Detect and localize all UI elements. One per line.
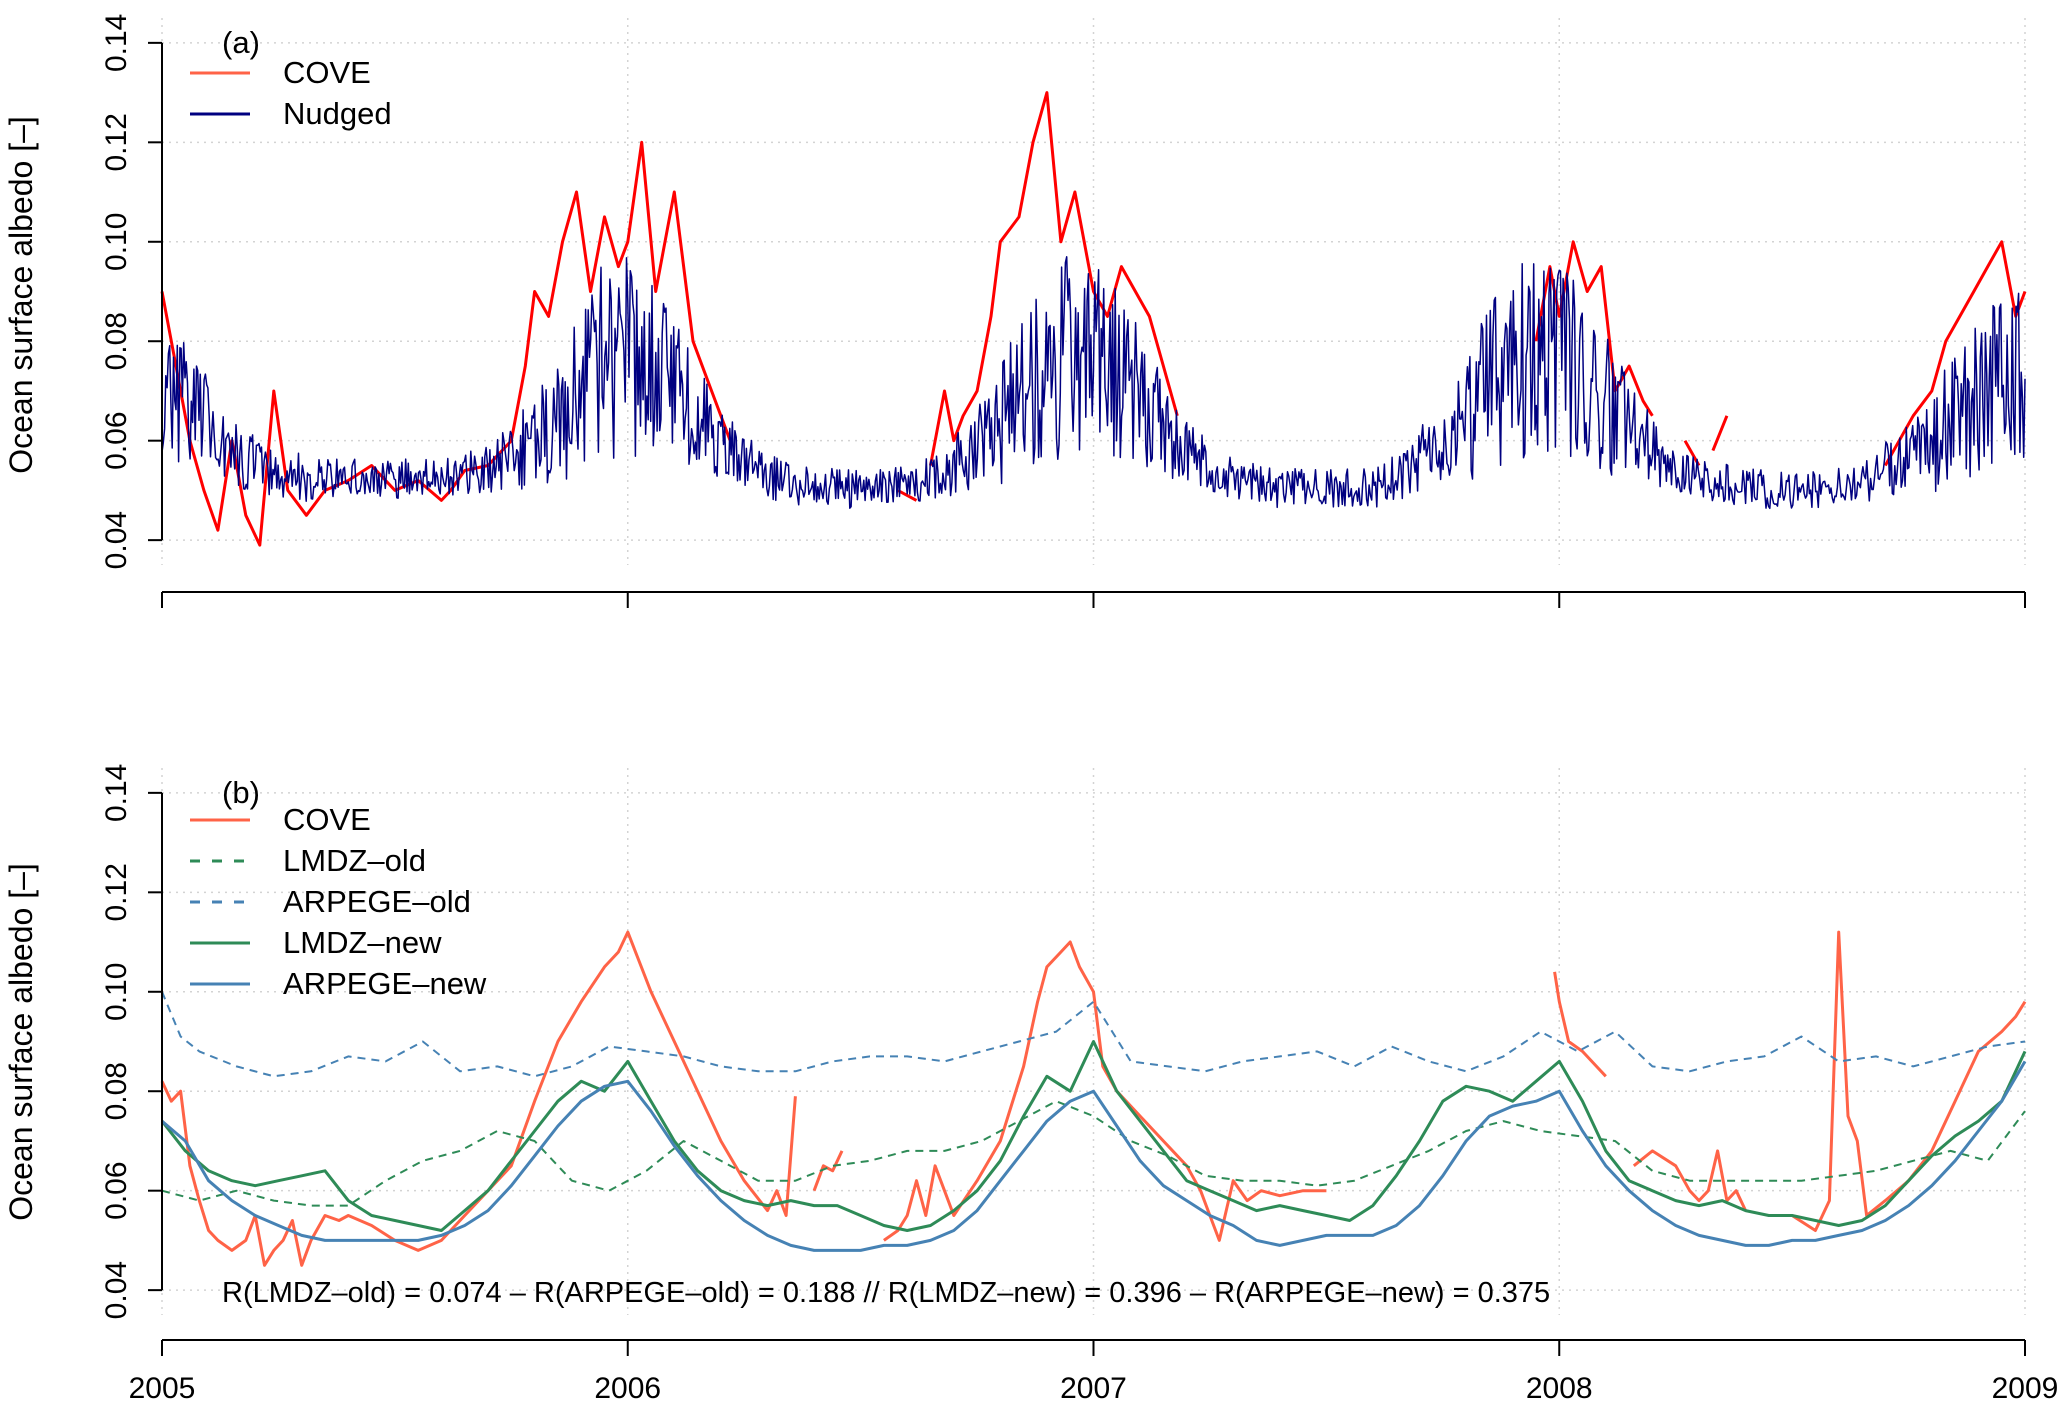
panel-b-y-tick-label: 0.10 <box>100 963 133 1021</box>
panel-b-legend-label: ARPEGE–old <box>283 884 471 919</box>
panel-b-legend: COVE LMDZ–old ARPEGE–old LMDZ–new ARPEGE–new <box>190 802 487 1001</box>
panel-b-y-axis: 0.04 0.06 0.08 0.10 0.12 0.14 <box>100 764 163 1319</box>
panel-a-y-axis-title: Ocean surface albedo [–] <box>3 116 39 474</box>
panel-a-y-axis: 0.04 0.06 0.08 0.10 0.12 0.14 <box>100 14 163 569</box>
panel-b-legend-label: COVE <box>283 802 371 837</box>
panel-a-legend-label: COVE <box>283 55 371 90</box>
panel-b-y-axis-title: Ocean surface albedo [–] <box>3 863 39 1221</box>
panel-b-x-tick-label: 2008 <box>1526 1372 1593 1405</box>
panel-b-y-tick-label: 0.14 <box>100 764 133 822</box>
panel-b-legend-label: LMDZ–new <box>283 925 442 960</box>
panel-a-y-tick-label: 0.04 <box>100 511 133 569</box>
panel-b-x-tick-label: 2005 <box>129 1372 196 1405</box>
panel-a-y-tick-label: 0.10 <box>100 213 133 271</box>
panel-a-series-cove <box>160 91 2027 547</box>
panel-a-label: (a) <box>222 25 260 60</box>
panel-a-series <box>160 91 2027 547</box>
panel-b-series-arpege-old <box>161 991 2026 1078</box>
panel-b-series-lmdz-new <box>160 1040 2027 1232</box>
panel-b-y-tick-label: 0.06 <box>100 1161 133 1219</box>
panel-a-x-axis <box>161 591 2026 608</box>
panel-b: 0.040.060.080.100.120.14 2005 2006 2007 200… <box>3 764 2058 1405</box>
panel-a-legend-label: Nudged <box>283 96 392 131</box>
panel-a-y-tick-label: 0.14 <box>100 14 133 72</box>
panel-a: 0.04 0.06 0.08 0.10 0.12 0.14 Ocean surface a… <box>3 14 2027 608</box>
panel-b-y-tick-label: 0.12 <box>100 863 133 921</box>
panel-a-y-tick-label: 0.06 <box>100 411 133 469</box>
panel-a-legend: COVE Nudged <box>190 55 392 131</box>
panel-b-y-tick-label: 0.08 <box>100 1062 133 1120</box>
panel-b-legend-label: ARPEGE–new <box>283 966 487 1001</box>
panel-b-series-lmdz-old <box>161 1100 2026 1207</box>
panel-b-series <box>160 930 2027 1267</box>
panel-b-y-tick-label: 0.04 <box>100 1261 133 1319</box>
panel-b-series-arpege-new <box>161 1060 2027 1252</box>
panel-a-y-tick-label: 0.08 <box>100 312 133 370</box>
panel-a-y-tick-label: 0.12 <box>100 113 133 171</box>
panel-b-x-tick-label: 2007 <box>1060 1372 1127 1405</box>
panel-a-series-nudged <box>161 256 2026 510</box>
panel-b-x-axis: 2005 2006 2007 2008 2009 <box>129 1339 2059 1405</box>
correlation-annotation: R(LMDZ–old) = 0.074 – R(ARPEGE–old) = 0.… <box>222 1277 1550 1309</box>
panel-b-legend-label: LMDZ–old <box>283 843 426 878</box>
panel-b-label: (b) <box>222 775 260 810</box>
panel-b-x-tick-label: 2006 <box>594 1372 661 1405</box>
panel-b-x-tick-label: 2009 <box>1992 1372 2059 1405</box>
